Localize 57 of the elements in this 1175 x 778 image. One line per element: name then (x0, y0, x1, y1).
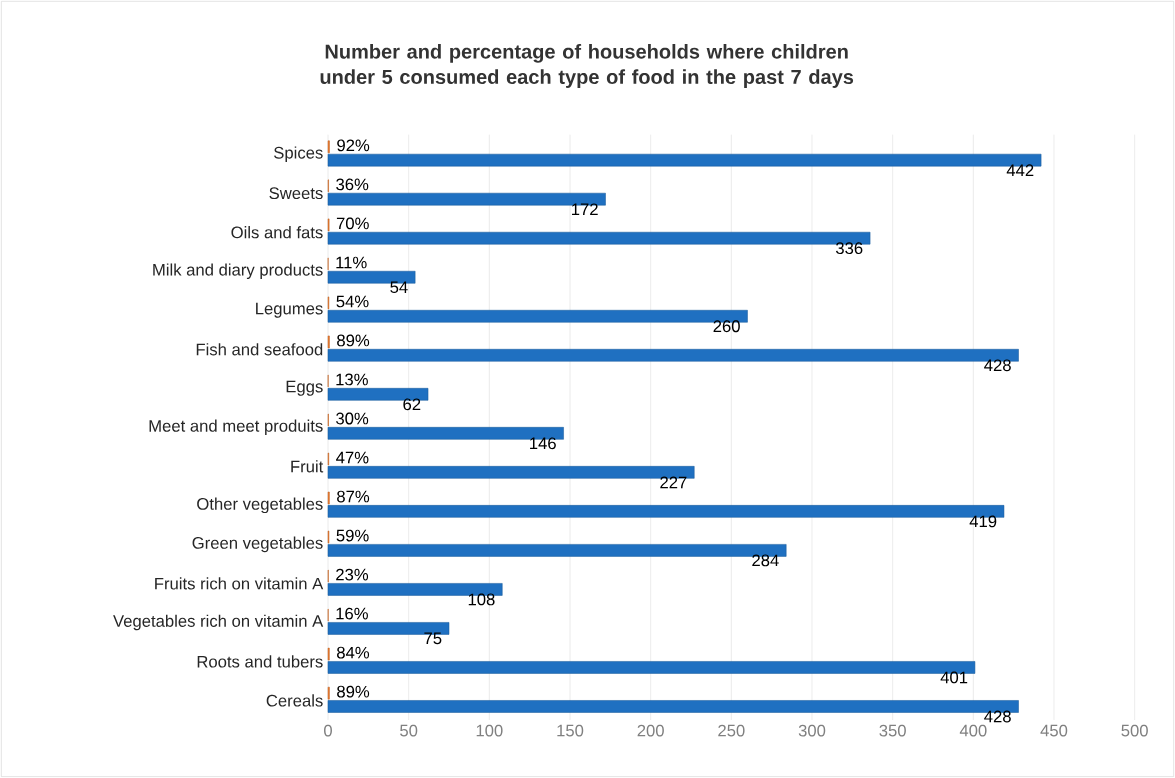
y-tick-label: Fruits rich on vitamin A (155, 577, 324, 590)
x-tick-label: 150 (557, 724, 584, 737)
chart-title: Number and percentage of households where children under 5 consumed each type of food in the past 7 days (320, 44, 854, 88)
data-label: 54 (390, 281, 408, 294)
data-label: 260 (713, 320, 740, 333)
data-label: 62 (403, 398, 421, 411)
x-tick-label: 200 (637, 724, 664, 737)
data-label: 75 (424, 632, 442, 645)
data-label: 108 (468, 593, 495, 606)
data-label: 11% (336, 256, 367, 269)
y-tick-label: Sweets (269, 187, 323, 200)
data-label: 428 (984, 710, 1011, 723)
data-label: 146 (530, 437, 556, 450)
data-label: 16% (336, 607, 368, 620)
x-tick-label: 50 (400, 724, 418, 737)
data-label: 36% (336, 178, 369, 191)
y-tick-label: Roots and tubers (197, 655, 323, 668)
data-label: 227 (660, 476, 687, 489)
y-tick-label: Vegetables rich on vitamin A (113, 614, 324, 631)
y-tick-label: Oils and fats (231, 226, 323, 239)
x-tick-label: 300 (798, 724, 826, 737)
x-tick-label: 350 (879, 724, 906, 737)
data-label: 92% (337, 139, 370, 152)
data-label: 13% (336, 373, 368, 386)
data-label: 284 (752, 554, 779, 567)
data-label: 87% (337, 490, 370, 503)
x-tick-label: 450 (1040, 724, 1068, 737)
data-label: 23% (336, 568, 369, 581)
y-tick-label: Eggs (286, 380, 323, 396)
data-label: 70% (336, 217, 369, 230)
x-tick-label: 100 (476, 724, 503, 737)
x-tick-label: 250 (718, 724, 745, 737)
y-tick-label: Other vegetables (197, 497, 323, 514)
data-label: 84% (337, 646, 370, 659)
data-label: 59% (336, 529, 369, 542)
y-tick-label: Green vegetables (192, 536, 323, 553)
x-tick-label: 0 (324, 724, 332, 737)
y-tick-label: Cereals (266, 694, 323, 707)
y-tick-label: Milk and diary products (153, 263, 323, 279)
y-tick-label: Legumes (256, 302, 323, 318)
data-label: 419 (969, 515, 997, 528)
data-label: 89% (337, 685, 370, 698)
y-tick-label: Fruit (291, 460, 324, 473)
data-label: 47% (336, 451, 369, 464)
x-tick-label: 400 (959, 724, 987, 737)
y-tick-label: Spices (274, 146, 323, 162)
data-label: 54% (336, 295, 369, 308)
x-tick-label: 500 (1121, 724, 1148, 737)
data-label: 336 (835, 242, 863, 255)
y-tick-label: Fish and seafood (196, 343, 323, 356)
data-label: 401 (940, 671, 968, 684)
data-label: 428 (984, 359, 1011, 372)
data-label: 89% (337, 334, 370, 347)
data-label: 172 (572, 203, 598, 216)
y-tick-label: Meet and meet produits (149, 419, 323, 436)
data-label: 442 (1006, 164, 1034, 176)
data-label: 30% (336, 412, 369, 425)
